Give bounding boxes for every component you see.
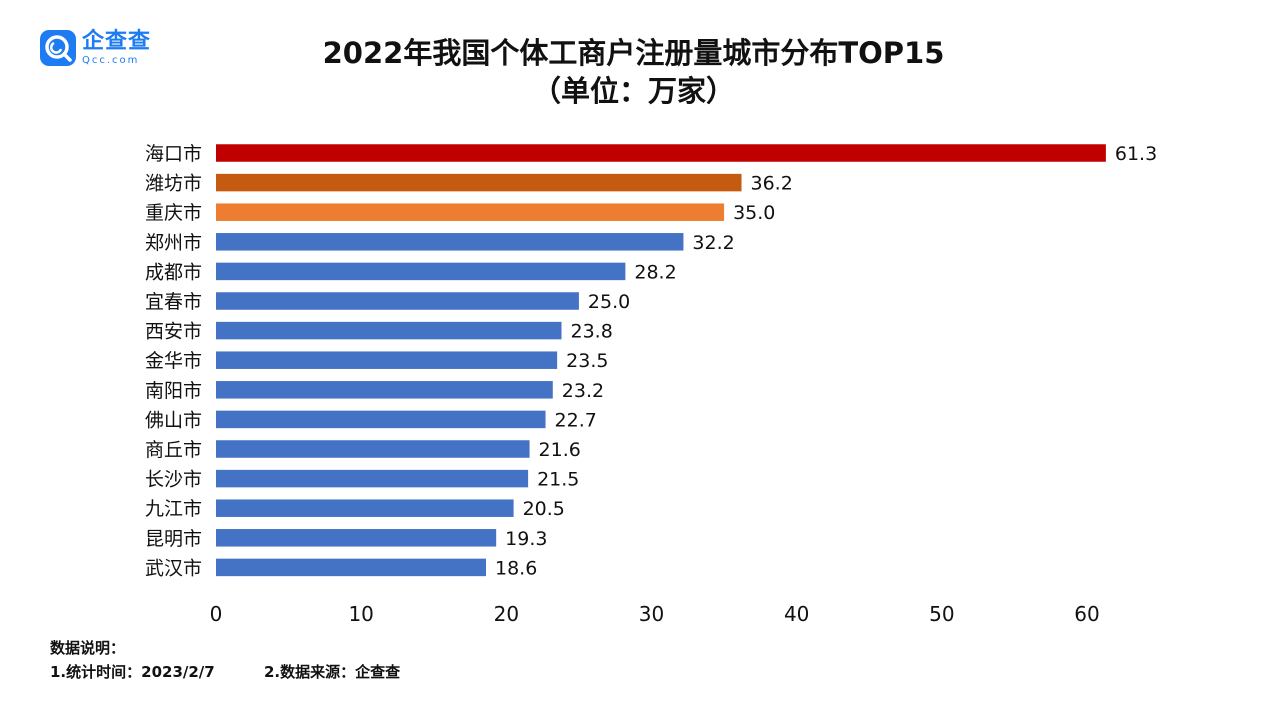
category-label: 长沙市 xyxy=(145,469,202,491)
notes-time: 1.统计时间：2023/2/7 xyxy=(50,663,215,681)
x-tick-label: 30 xyxy=(639,602,664,626)
bar xyxy=(216,469,529,488)
x-tick-label: 60 xyxy=(1074,602,1099,626)
qcc-logo-icon xyxy=(40,30,76,66)
category-label: 昆明市 xyxy=(145,528,202,550)
bar xyxy=(216,499,514,517)
category-label: 九江市 xyxy=(145,498,202,520)
x-tick-label: 40 xyxy=(784,602,809,626)
data-notes: 数据说明： 1.统计时间：2023/2/7 2.数据来源：企查查 xyxy=(50,636,444,684)
category-label: 佛山市 xyxy=(145,409,202,431)
value-label: 36.2 xyxy=(751,173,793,195)
value-label: 19.3 xyxy=(505,528,547,550)
value-label: 22.7 xyxy=(555,409,597,431)
bar xyxy=(216,144,1106,162)
bar xyxy=(216,529,497,547)
bar xyxy=(216,440,530,458)
bar xyxy=(216,410,546,429)
bar xyxy=(216,233,684,251)
bar xyxy=(216,381,553,399)
category-label: 海口市 xyxy=(145,143,202,165)
value-label: 25.0 xyxy=(588,291,630,313)
value-label: 21.6 xyxy=(539,439,581,461)
logo-domain: Qcc.com xyxy=(82,54,140,66)
value-label: 18.6 xyxy=(495,557,537,579)
bar xyxy=(216,351,558,369)
value-label: 21.5 xyxy=(537,469,579,491)
notes-heading: 数据说明： xyxy=(50,639,126,657)
value-label: 28.2 xyxy=(634,261,676,283)
x-tick-label: 0 xyxy=(210,602,223,626)
category-label: 郑州市 xyxy=(145,232,202,254)
x-tick-label: 50 xyxy=(929,602,954,626)
bar xyxy=(216,173,742,192)
category-label: 武汉市 xyxy=(145,557,202,579)
chart-title: 2022年我国个体工商户注册量城市分布TOP15 xyxy=(322,36,945,70)
bar xyxy=(216,558,487,577)
value-label: 23.8 xyxy=(570,321,612,343)
value-label: 23.5 xyxy=(566,350,608,372)
category-label: 商丘市 xyxy=(145,439,202,461)
category-label: 南阳市 xyxy=(145,380,202,402)
x-tick-label: 20 xyxy=(494,602,519,626)
bar xyxy=(216,321,562,340)
value-label: 35.0 xyxy=(733,202,775,224)
value-label: 20.5 xyxy=(523,498,565,520)
category-label: 潍坊市 xyxy=(145,173,202,195)
bar xyxy=(216,203,725,221)
value-label: 23.2 xyxy=(562,380,604,402)
category-label: 成都市 xyxy=(145,261,202,283)
logo-name: 企查查 xyxy=(82,28,152,54)
chart-subtitle: （单位：万家） xyxy=(531,74,735,108)
category-label: 重庆市 xyxy=(145,202,202,224)
x-tick-label: 10 xyxy=(348,602,373,626)
value-label: 61.3 xyxy=(1115,143,1157,165)
category-label: 金华市 xyxy=(145,350,202,372)
bar xyxy=(216,292,579,310)
bar xyxy=(216,262,626,281)
brand-logo: 企查查 Qcc.com xyxy=(40,30,151,66)
category-label: 宜春市 xyxy=(145,291,202,313)
category-label: 西安市 xyxy=(145,321,202,343)
notes-source: 2.数据来源：企查查 xyxy=(263,663,401,681)
value-label: 32.2 xyxy=(692,232,734,254)
